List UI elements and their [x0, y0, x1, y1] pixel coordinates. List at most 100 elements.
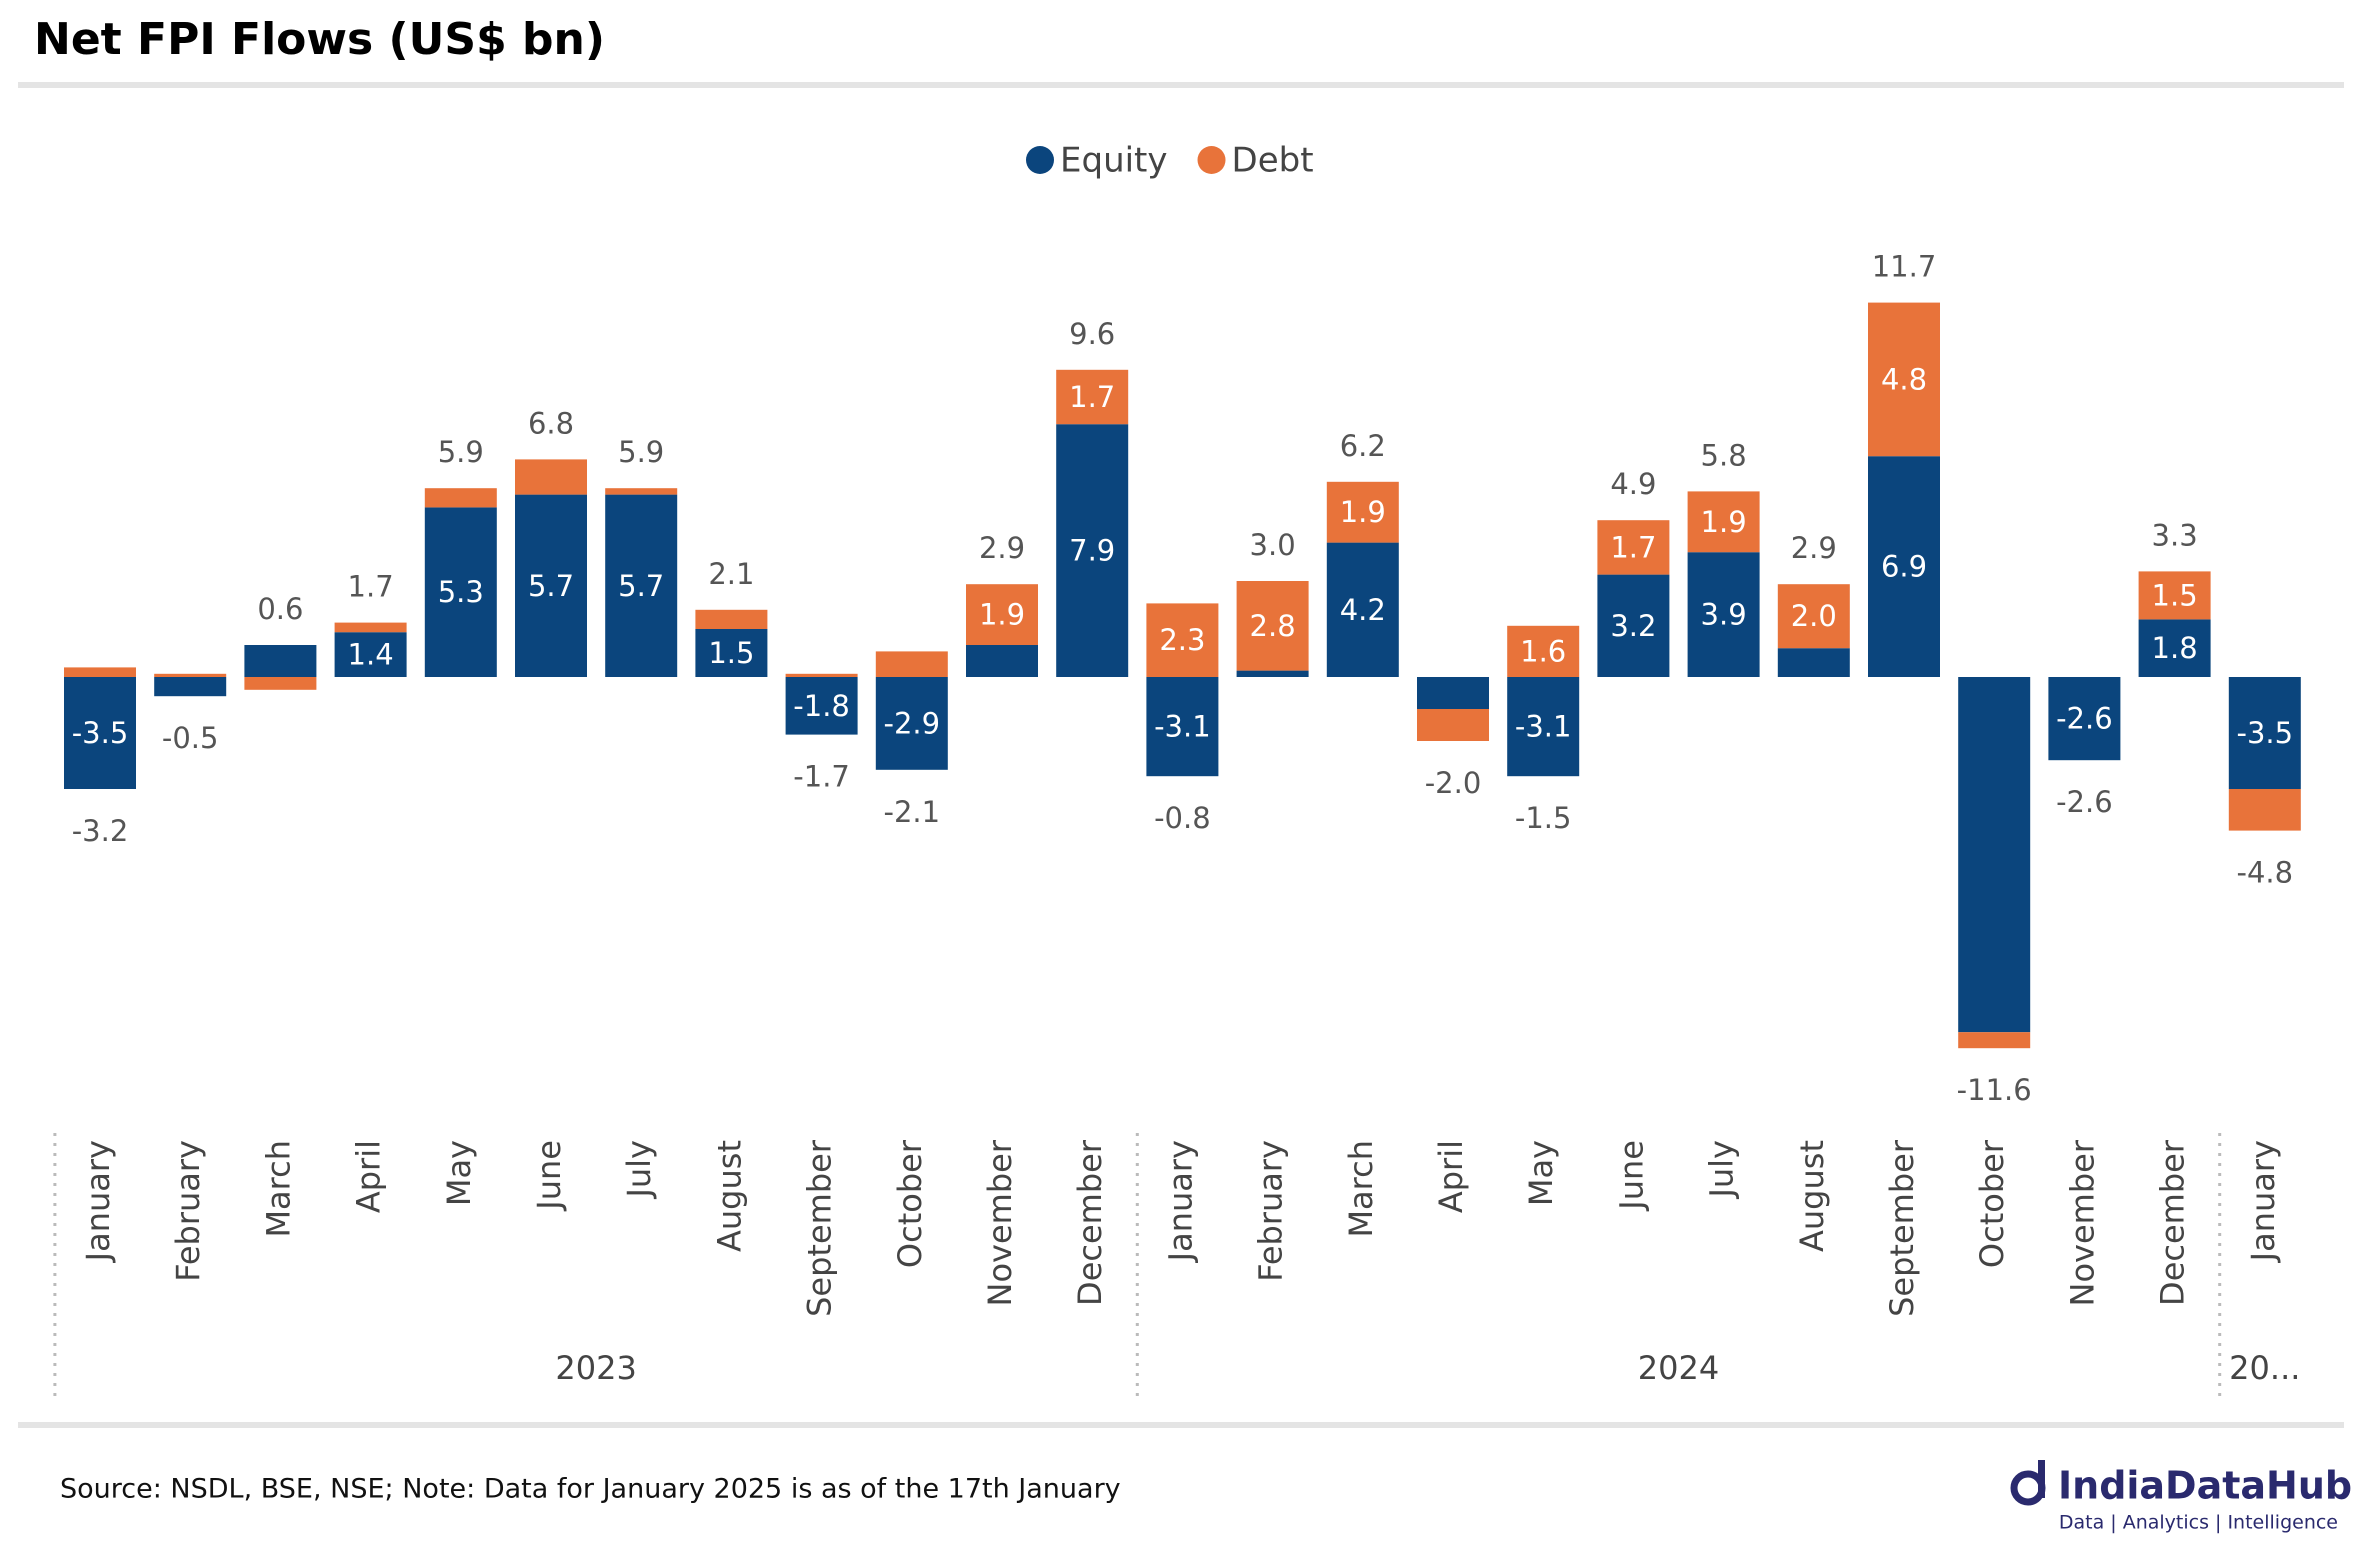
value-label: 7.9 — [1069, 534, 1115, 568]
bar-segment — [424, 488, 497, 508]
year-label: 2024 — [1638, 1349, 1719, 1387]
value-label: -3.5 — [72, 716, 129, 750]
bar-segment — [875, 677, 948, 770]
bar-segment — [244, 677, 317, 690]
value-label: 1.7 — [1069, 380, 1115, 414]
title-rule — [18, 82, 2344, 88]
x-tick-label: June — [530, 1140, 568, 1212]
bar-segment — [1056, 369, 1129, 425]
bar-segment — [64, 667, 136, 677]
total-label: 11.7 — [1872, 250, 1937, 284]
value-label: 1.7 — [1610, 530, 1656, 564]
value-label: 2.8 — [1250, 609, 1296, 643]
total-label: -4.8 — [2237, 856, 2294, 890]
bar-segment — [1326, 542, 1399, 677]
total-label: -2.1 — [884, 795, 941, 829]
bar-segment — [154, 677, 227, 697]
logo: IndiaDataHub Data | Analytics | Intellig… — [2010, 1460, 2352, 1534]
value-label: 1.6 — [1520, 634, 1566, 668]
legend-swatch — [1026, 146, 1054, 174]
total-label: -2.6 — [2056, 785, 2113, 819]
bar-segment — [1687, 552, 1760, 677]
total-label: 2.9 — [979, 531, 1025, 565]
bar-segment — [2228, 789, 2301, 831]
x-tick-label: August — [710, 1140, 748, 1252]
bar-segment — [515, 459, 587, 495]
bar-segment — [875, 651, 948, 677]
bar-segment — [1507, 625, 1580, 677]
total-label: -1.7 — [793, 760, 850, 794]
bar-segment — [605, 494, 678, 677]
value-label: -2.9 — [884, 706, 941, 740]
value-label: 2.3 — [1159, 623, 1205, 657]
bar-segment — [1507, 677, 1580, 777]
legend-swatch — [1197, 146, 1226, 174]
x-tick-label: December — [2154, 1139, 2192, 1306]
bar-segment — [1236, 670, 1309, 677]
x-tick-label: July — [620, 1140, 658, 1200]
bar-segment — [1417, 709, 1489, 741]
bar-segment — [1146, 677, 1219, 777]
bar-segment — [966, 584, 1038, 645]
x-tick-label: December — [1071, 1139, 1109, 1306]
bar-segment — [334, 632, 407, 677]
bar-segment — [1958, 677, 2031, 1033]
value-label: 5.7 — [618, 569, 664, 603]
x-tick-label: March — [259, 1140, 297, 1238]
bar-segment — [1597, 574, 1670, 677]
bar-segment — [424, 507, 497, 677]
x-tick-label: November — [981, 1139, 1019, 1306]
total-label: 3.3 — [2152, 518, 2198, 552]
bar-segment — [695, 609, 768, 629]
bar-segment — [1958, 1032, 2031, 1049]
x-tick-label: May — [1522, 1140, 1560, 1206]
bar-segment — [1326, 481, 1399, 543]
value-label: -3.5 — [2237, 716, 2294, 750]
tagline: Data | Analytics | Intelligence — [2059, 1512, 2338, 1534]
bar-segment — [1777, 584, 1850, 649]
value-label: 1.9 — [1340, 495, 1386, 529]
value-label: -1.8 — [793, 689, 850, 723]
bar-segment — [2138, 619, 2211, 677]
value-label: 1.5 — [708, 636, 754, 670]
x-tick-label: July — [1703, 1140, 1741, 1200]
legend-label: Debt — [1232, 141, 1314, 181]
x-tick-label: February — [169, 1140, 207, 1282]
bar-segment — [1056, 424, 1129, 677]
value-label: 6.9 — [1881, 550, 1927, 584]
bar-segment — [1868, 456, 1940, 677]
total-label: -2.0 — [1425, 766, 1482, 800]
x-tick-label: October — [891, 1139, 929, 1268]
bar-segment — [605, 488, 678, 495]
value-label: 5.3 — [438, 575, 484, 609]
total-label: 2.1 — [708, 557, 754, 591]
x-tick-label: April — [350, 1140, 388, 1213]
x-tick-label: January — [2244, 1140, 2282, 1263]
total-label: 6.8 — [528, 406, 574, 440]
bar-segment — [966, 645, 1038, 677]
logo-icon — [2010, 1470, 2046, 1506]
x-tick-label: August — [1793, 1140, 1831, 1252]
total-label: 4.9 — [1610, 467, 1656, 501]
x-tick-label: February — [1252, 1140, 1290, 1282]
bar-segment — [1687, 491, 1760, 553]
total-label: -3.2 — [72, 814, 129, 848]
x-tick-label: June — [1612, 1140, 1650, 1212]
bar-segment — [1417, 677, 1489, 709]
value-label: 1.8 — [2152, 631, 2198, 665]
value-label: -3.1 — [1154, 710, 1211, 744]
total-label: 5.9 — [618, 435, 664, 469]
total-label: 0.6 — [257, 592, 303, 626]
x-tick-label: November — [2063, 1139, 2101, 1306]
value-label: 5.7 — [528, 569, 574, 603]
x-tick-label: January — [79, 1140, 117, 1263]
value-label: -3.1 — [1515, 710, 1572, 744]
footer-rule — [18, 1422, 2344, 1428]
total-label: -11.6 — [1957, 1073, 2032, 1107]
x-tick-label: September — [1883, 1139, 1921, 1317]
bar-segment — [695, 629, 768, 677]
x-tick-label: March — [1342, 1140, 1380, 1238]
value-label: 1.9 — [979, 598, 1025, 632]
bar-segment — [1868, 302, 1940, 457]
